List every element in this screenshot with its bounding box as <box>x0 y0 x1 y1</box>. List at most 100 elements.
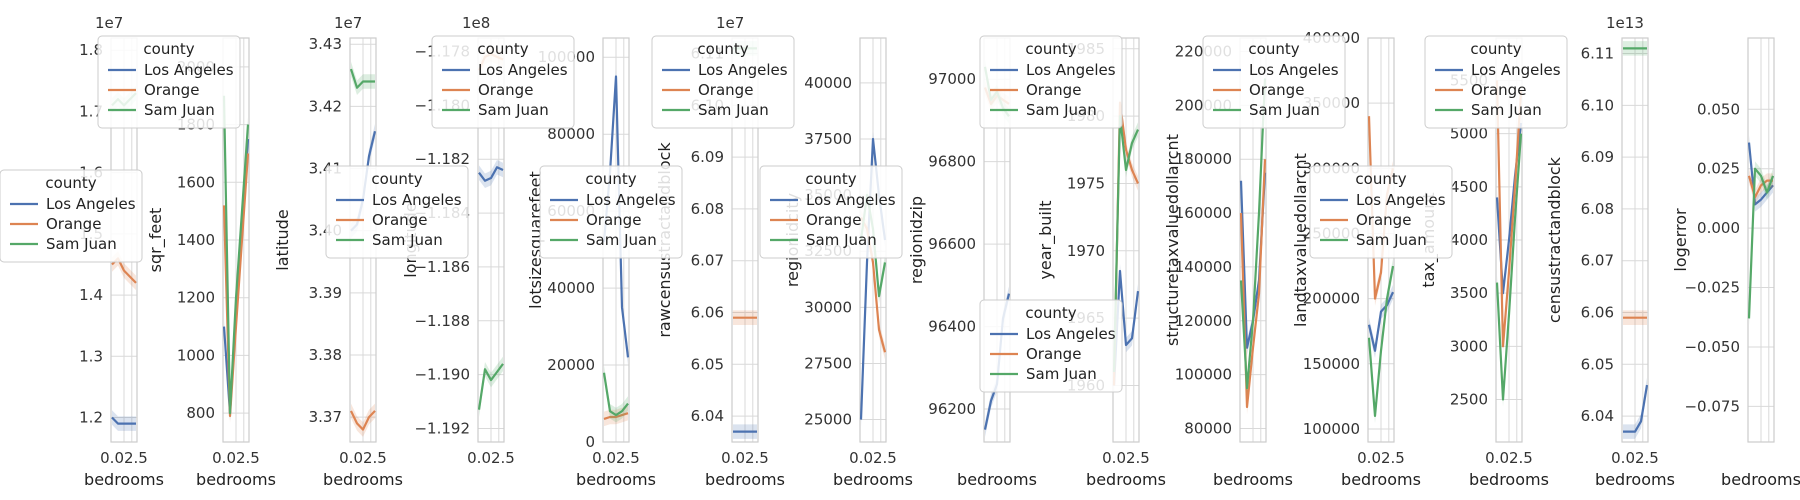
series-line <box>1747 167 1775 319</box>
legend-3: county Los Angeles Orange Sam Juan <box>325 165 469 259</box>
y-tick-label: 1200 <box>177 289 215 307</box>
y-axis-label: year_built <box>1036 200 1056 279</box>
legend-entry: Orange <box>586 211 641 229</box>
y-tick-label: 3000 <box>1450 337 1488 355</box>
legend-title: county <box>45 174 96 192</box>
y-tick-label: 96800 <box>928 153 976 171</box>
y-tick-label: 6.11 <box>1581 45 1614 63</box>
axis-offset-label: 1e7 <box>95 14 123 32</box>
legend-entry: Sam Juan <box>1471 101 1542 119</box>
x-axis-label: bedrooms <box>1213 470 1293 489</box>
x-tick-label: 0.02.5 <box>339 449 387 467</box>
legend-6: county Los Angeles Orange Sam Juan <box>651 35 795 129</box>
y-tick-label: 6.09 <box>1581 148 1614 166</box>
legend-entry: Sam Juan <box>698 101 769 119</box>
legend-entry: Orange <box>698 81 753 99</box>
legend-box <box>651 35 795 129</box>
confidence-band <box>1623 377 1647 439</box>
y-tick-label: 6.07 <box>691 252 724 270</box>
legend-entry: Los Angeles <box>1026 325 1116 343</box>
series-line <box>1367 265 1395 418</box>
y-tick-label: 200000 <box>1303 290 1360 308</box>
plot-frame <box>1621 37 1649 443</box>
x-tick-label: 0.02.5 <box>100 449 148 467</box>
legend-entry: Sam Juan <box>1356 231 1427 249</box>
y-tick-label: 3500 <box>1450 284 1488 302</box>
x-axis-label: bedrooms <box>323 470 403 489</box>
subplot-13: 6.04 6.05 6.06 6.07 6.08 6.09 6.10 6.11 1e13 0.02… <box>1545 14 1675 489</box>
y-tick-label: 1970 <box>1067 242 1105 260</box>
x-axis-label: bedrooms <box>1086 470 1166 489</box>
legend-entry: Los Angeles <box>806 191 896 209</box>
y-tick-label: 3.38 <box>309 346 342 364</box>
y-tick-label: 120000 <box>1175 312 1232 330</box>
y-tick-label: 1.3 <box>79 347 103 365</box>
legend-box <box>759 165 903 259</box>
axis-offset-label: 1e13 <box>1606 14 1644 32</box>
y-tick-label: 4000 <box>1450 231 1488 249</box>
legend-title: county <box>585 170 636 188</box>
y-tick-label: 0 <box>585 433 595 451</box>
legend-title: county <box>477 40 528 58</box>
legend-box <box>979 35 1123 129</box>
y-axis-label: censustractandblock <box>1545 156 1564 323</box>
series-line <box>111 416 136 425</box>
y-axis-label: landtaxvaluedollarcnt <box>1291 153 1310 327</box>
y-tick-label: 100000 <box>1303 420 1360 438</box>
subplot-14: −0.075 −0.050 −0.025 0.000 0.025 0.050 bedroom… <box>1671 37 1800 489</box>
series-line <box>603 412 629 420</box>
x-axis-label: bedrooms <box>705 470 785 489</box>
x-axis-label: bedrooms <box>576 470 656 489</box>
legend-entry: Orange <box>1026 345 1081 363</box>
y-tick-label: −1.182 <box>414 150 470 168</box>
y-tick-label: −0.050 <box>1684 338 1740 356</box>
legend-title: county <box>1355 170 1406 188</box>
legend-box <box>325 165 469 259</box>
x-axis-label: bedrooms <box>833 470 913 489</box>
legend-10: county Los Angeles Orange Sam Juan <box>1202 35 1346 129</box>
legend-entry: Los Angeles <box>1249 61 1339 79</box>
y-tick-label: 6.09 <box>691 148 724 166</box>
legend-entry: Sam Juan <box>806 231 877 249</box>
y-tick-label: −0.025 <box>1684 279 1740 297</box>
legend-entry: Los Angeles <box>1356 191 1446 209</box>
legend-entry: Los Angeles <box>372 191 462 209</box>
y-tick-label: 1000 <box>177 346 215 364</box>
axis-offset-label: 1e7 <box>716 14 744 32</box>
y-tick-label: 1.8 <box>79 41 103 59</box>
legend-entry: Sam Juan <box>478 101 549 119</box>
legend-entry: Orange <box>144 81 199 99</box>
legend-entry: Los Angeles <box>46 195 136 213</box>
legend-entry: Sam Juan <box>1026 101 1097 119</box>
x-tick-label: 0.02.5 <box>1357 449 1405 467</box>
x-axis-label: bedrooms <box>1595 470 1675 489</box>
y-tick-label: 1.4 <box>79 286 103 304</box>
x-tick-label: 0.02.5 <box>1102 449 1150 467</box>
series-line <box>350 410 376 431</box>
legend-entry: Orange <box>478 81 533 99</box>
legend-title: county <box>805 170 856 188</box>
y-tick-label: 3.37 <box>309 408 342 426</box>
legend-entry: Sam Juan <box>46 235 117 253</box>
legend-entry: Sam Juan <box>144 101 215 119</box>
y-tick-label: 96200 <box>928 400 976 418</box>
confidence-band <box>112 410 136 431</box>
y-tick-label: −1.186 <box>414 258 470 276</box>
legend-box <box>1424 35 1568 129</box>
legend-1: county Los Angeles Orange Sam Juan <box>0 169 143 263</box>
legend-entry: Los Angeles <box>1026 61 1116 79</box>
y-axis-label: structuretaxvaluedollarcnt <box>1163 134 1182 346</box>
y-tick-label: 97000 <box>928 70 976 88</box>
x-tick-label: 0.02.5 <box>592 449 640 467</box>
legend-title: county <box>1248 40 1299 58</box>
legend-box <box>1309 165 1453 259</box>
x-axis-label: bedrooms <box>1469 470 1549 489</box>
x-tick-label: 0.02.5 <box>467 449 515 467</box>
y-tick-label: 6.04 <box>691 407 724 425</box>
legend-title: county <box>1025 40 1076 58</box>
legend-entry: Sam Juan <box>1026 365 1097 383</box>
series-line <box>1367 291 1394 352</box>
y-tick-label: 800 <box>186 404 215 422</box>
legend-5: county Los Angeles Orange Sam Juan <box>539 165 683 259</box>
